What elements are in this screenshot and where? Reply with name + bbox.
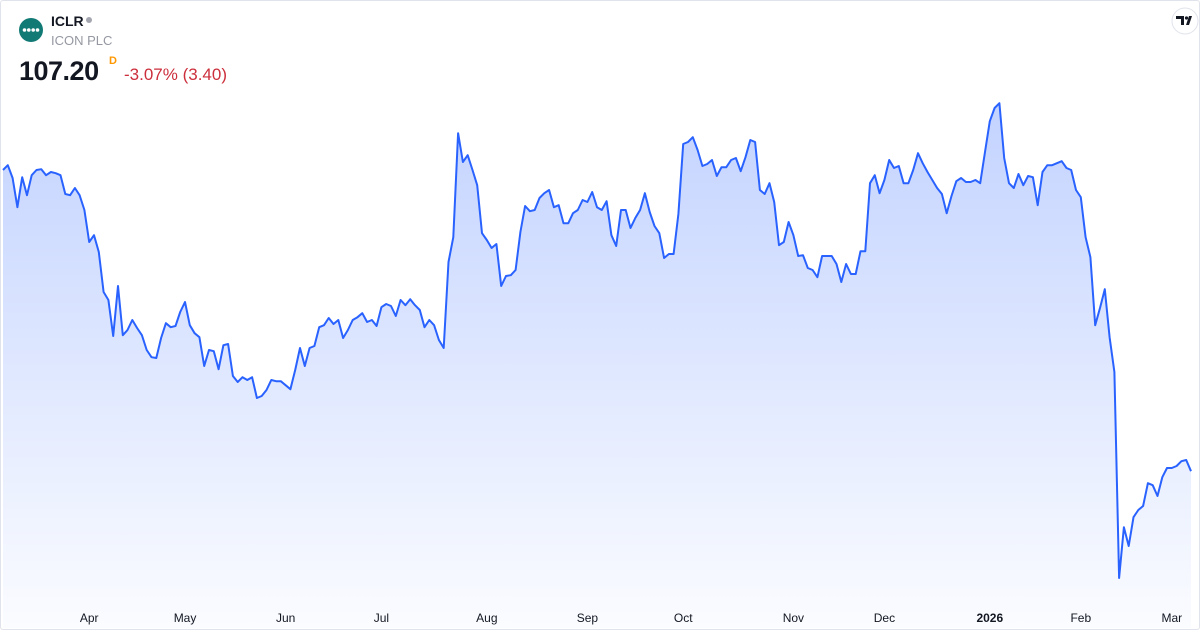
price-flag: D	[109, 55, 117, 67]
x-tick-label: Nov	[783, 611, 804, 625]
price-line	[2, 102, 1192, 579]
symbol[interactable]: ICLR	[51, 13, 84, 29]
x-tick-label: Apr	[80, 611, 99, 625]
x-tick-label: May	[174, 611, 197, 625]
logo	[19, 18, 43, 42]
x-tick-label: Oct	[674, 611, 693, 625]
x-tick-label: Dec	[874, 611, 895, 625]
x-tick-label: 2026	[976, 611, 1003, 625]
x-tick-label: Jun	[276, 611, 295, 625]
price-change: -3.07% (3.40)	[124, 65, 227, 84]
x-tick-label: Jul	[374, 611, 389, 625]
logo-dots	[22, 28, 40, 32]
status-dot	[86, 17, 92, 23]
x-tick-label: Mar	[1162, 611, 1183, 625]
tradingview-logo[interactable]	[1171, 7, 1199, 35]
area-fill	[3, 103, 1191, 628]
company-name: ICON PLC	[51, 33, 113, 48]
price: 107.20	[19, 56, 99, 86]
x-tick-label: Aug	[476, 611, 497, 625]
x-tick-label: Sep	[577, 611, 599, 625]
x-tick-label: Feb	[1070, 611, 1091, 625]
